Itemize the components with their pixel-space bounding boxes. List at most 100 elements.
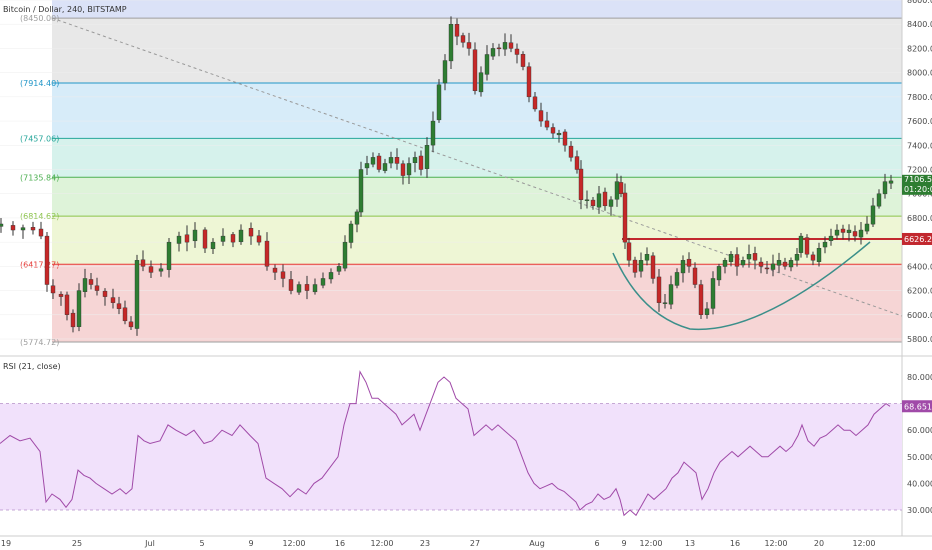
candle — [88, 279, 94, 285]
candle — [406, 163, 412, 176]
candle — [376, 155, 382, 170]
candle — [94, 285, 100, 291]
price-tick-label: 5800.00 — [907, 335, 932, 344]
countdown-label: 01:20:02 — [904, 185, 932, 194]
fib-level-label: (7135.84) — [20, 173, 59, 182]
candle — [328, 272, 334, 280]
x-tick-label: 25 — [72, 539, 82, 548]
rsi-pane[interactable]: 30.000040.000050.000060.000070.000080.00… — [0, 370, 932, 517]
candle — [584, 199, 590, 201]
candle — [82, 278, 88, 292]
rsi-line — [0, 370, 891, 517]
candle — [798, 235, 804, 253]
candle — [782, 261, 788, 267]
candle — [752, 253, 758, 261]
candle — [442, 60, 448, 84]
last-price-label: 7106.50 — [904, 175, 932, 184]
candle — [852, 231, 858, 237]
price-tick-label: 7400.00 — [907, 141, 932, 150]
candle — [596, 193, 602, 208]
candle — [116, 303, 122, 309]
candle — [424, 145, 430, 169]
candle — [590, 199, 596, 207]
price-pane[interactable]: (8450.00) (7914.40) (7457.06) (7135.84) (681… — [0, 0, 932, 536]
candle — [76, 290, 82, 327]
candle — [354, 211, 360, 225]
candle — [176, 235, 182, 244]
candle — [304, 284, 310, 291]
candle — [710, 278, 716, 309]
candle — [822, 241, 828, 248]
candle — [578, 168, 584, 200]
x-tick-label: 12:00 — [282, 539, 305, 548]
candle — [532, 96, 538, 110]
candle — [574, 156, 580, 170]
candle — [256, 235, 262, 243]
x-tick-label: 9 — [621, 539, 626, 548]
rsi-tick-label: 80.0000 — [907, 373, 932, 382]
candle — [264, 240, 270, 267]
candle — [734, 254, 740, 267]
candle — [722, 260, 728, 267]
fib-band — [52, 0, 902, 19]
rsi-tick-label: 30.0000 — [907, 506, 932, 515]
candle — [618, 182, 624, 194]
candle — [210, 241, 216, 249]
fib-level-label: (8450.00) — [20, 14, 59, 23]
candle — [698, 284, 704, 315]
candle — [184, 234, 190, 243]
candle — [674, 272, 680, 286]
x-tick-label: 20 — [814, 539, 824, 548]
candle — [128, 321, 134, 328]
candle — [716, 266, 722, 281]
price-tick-label: 7200.00 — [907, 166, 932, 175]
last-price-tag — [902, 174, 932, 195]
candle — [728, 254, 734, 262]
candle — [608, 199, 614, 207]
candle — [770, 263, 776, 270]
candle — [758, 261, 764, 267]
candle — [58, 293, 64, 297]
candle — [668, 284, 674, 305]
price-tick-label: 6800.00 — [907, 214, 932, 223]
candle — [412, 157, 418, 164]
candle — [538, 110, 544, 122]
candle — [602, 191, 608, 207]
price-tick-label: 6400.00 — [907, 262, 932, 271]
candle — [448, 24, 454, 62]
x-tick-label: 12:00 — [370, 539, 393, 548]
candle — [502, 42, 508, 50]
candle — [614, 181, 620, 200]
candle — [776, 260, 782, 266]
x-tick-label: 23 — [420, 539, 430, 548]
candle — [280, 271, 286, 279]
cup-curve — [612, 241, 871, 331]
candle — [846, 229, 852, 233]
chart-title: Bitcoin / Dollar, 240, BITSTAMP — [3, 5, 127, 14]
candle — [550, 127, 556, 134]
candle — [490, 48, 496, 57]
candle — [520, 54, 526, 67]
candle — [30, 227, 36, 231]
candle — [336, 266, 342, 272]
candle — [166, 241, 172, 270]
candle — [102, 290, 108, 297]
candle — [788, 260, 794, 268]
candle — [230, 234, 236, 243]
candle — [804, 237, 810, 255]
x-tick-label: 12:00 — [852, 539, 875, 548]
candle — [466, 42, 472, 49]
x-tick-label: 27 — [470, 539, 480, 548]
candle — [686, 258, 692, 267]
x-axis: 19 25 Jul 5 9 12:00 16 12:00 23 27 Aug 6 9 12:00 13 16 1… — [0, 535, 932, 548]
candle — [622, 192, 628, 243]
resistance-price-tag — [902, 232, 932, 245]
candle — [888, 180, 894, 184]
candle — [834, 229, 840, 236]
price-tick-label: 8600.00 — [907, 0, 932, 5]
candle — [436, 84, 442, 121]
candle — [816, 247, 822, 262]
fib-level-label: (6417.27) — [20, 260, 59, 269]
candle — [342, 241, 348, 269]
